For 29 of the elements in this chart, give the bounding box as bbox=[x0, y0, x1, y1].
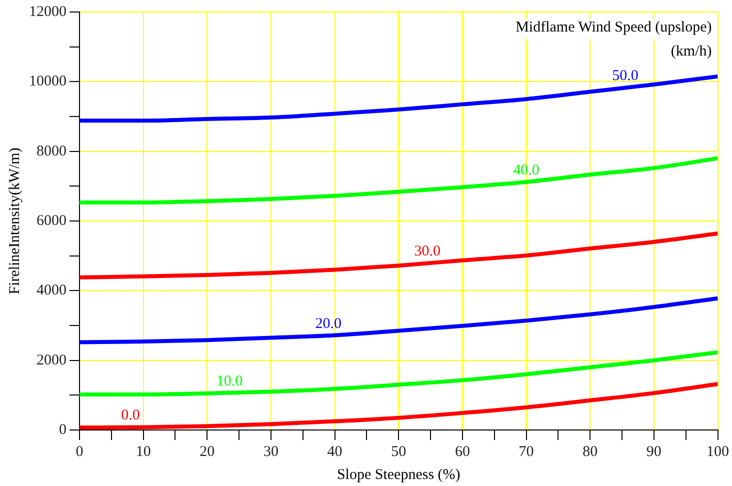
x-tick-label: 50 bbox=[391, 444, 406, 460]
x-tick-label: 30 bbox=[263, 444, 278, 460]
line-series bbox=[80, 156, 718, 205]
line-series bbox=[80, 232, 718, 280]
x-axis-title: Slope Steepness (%) bbox=[336, 466, 460, 483]
y-tick-label: 8000 bbox=[36, 143, 66, 160]
y-tick-label: 2000 bbox=[36, 352, 66, 368]
x-tick-label: 70 bbox=[518, 444, 534, 460]
y-tick-label: 10000 bbox=[29, 74, 66, 90]
x-tick-label: 0 bbox=[76, 444, 84, 460]
y-tick-label: 6000 bbox=[36, 212, 66, 229]
x-tick-label: 40 bbox=[327, 444, 342, 460]
series-label: 10.0 bbox=[216, 373, 243, 390]
series-label: 30.0 bbox=[414, 244, 440, 260]
y-tick-label: 0 bbox=[59, 422, 66, 438]
series-label: 0.0 bbox=[121, 408, 140, 424]
y-axis-title: FirelineIntensity(kW/m) bbox=[6, 148, 23, 294]
x-tick-label: 60 bbox=[454, 444, 470, 460]
x-tick-label: 90 bbox=[646, 444, 662, 460]
x-tick-label: 20 bbox=[200, 444, 215, 460]
x-tick-label: 80 bbox=[582, 444, 598, 460]
y-tick-label: 4000 bbox=[36, 282, 66, 299]
y-tick-label: 12000 bbox=[29, 4, 66, 20]
line-series bbox=[80, 350, 718, 396]
x-tick-label: 10 bbox=[136, 444, 151, 460]
legend-title: Midflame Wind Speed (upslope) (km/h) bbox=[516, 19, 712, 60]
x-tick-label: 100 bbox=[706, 444, 729, 460]
line-series bbox=[80, 296, 718, 344]
series-label: 50.0 bbox=[612, 68, 638, 84]
